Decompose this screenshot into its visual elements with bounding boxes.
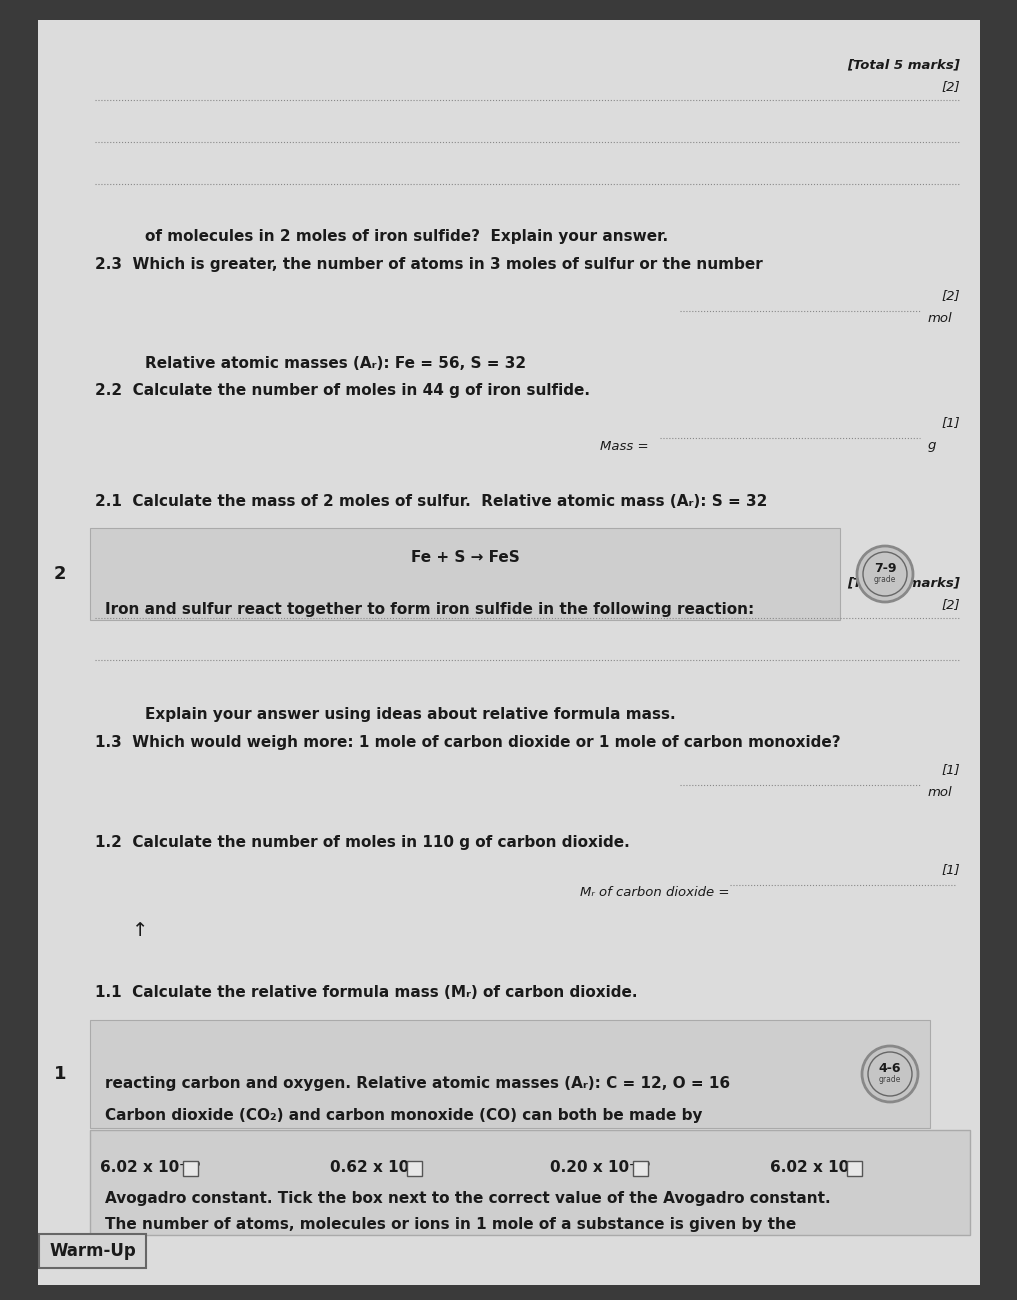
- FancyBboxPatch shape: [89, 528, 840, 620]
- Text: mol: mol: [928, 312, 953, 325]
- Text: mol: mol: [928, 786, 953, 800]
- Text: [1]: [1]: [942, 416, 960, 429]
- Circle shape: [862, 1046, 918, 1102]
- Text: The number of atoms, molecules or ions in 1 mole of a substance is given by the: The number of atoms, molecules or ions i…: [105, 1217, 796, 1232]
- Text: 6.02 x 10⁻⁹⁹: 6.02 x 10⁻⁹⁹: [100, 1161, 200, 1175]
- Circle shape: [857, 546, 913, 602]
- Text: grade: grade: [879, 1075, 901, 1084]
- Text: [2]: [2]: [942, 81, 960, 94]
- Text: 4-6: 4-6: [879, 1062, 901, 1075]
- Text: Relative atomic masses (Aᵣ): Fe = 56, S = 32: Relative atomic masses (Aᵣ): Fe = 56, S …: [145, 355, 526, 370]
- FancyBboxPatch shape: [89, 1130, 970, 1235]
- FancyBboxPatch shape: [183, 1161, 198, 1176]
- Text: Avogadro constant. Tick the box next to the correct value of the Avogadro consta: Avogadro constant. Tick the box next to …: [105, 1191, 831, 1206]
- FancyBboxPatch shape: [89, 1020, 930, 1128]
- Text: 0.20 x 10⁻⁹⁹: 0.20 x 10⁻⁹⁹: [550, 1161, 651, 1175]
- Text: [2]: [2]: [942, 289, 960, 302]
- Text: [Total 4 marks]: [Total 4 marks]: [847, 576, 960, 589]
- FancyBboxPatch shape: [38, 20, 980, 1284]
- Text: grade: grade: [874, 576, 896, 585]
- Text: 2: 2: [54, 566, 66, 582]
- FancyBboxPatch shape: [407, 1161, 421, 1176]
- FancyBboxPatch shape: [39, 1234, 146, 1268]
- Text: Iron and sulfur react together to form iron sulfide in the following reaction:: Iron and sulfur react together to form i…: [105, 602, 755, 617]
- Text: Fe + S → FeS: Fe + S → FeS: [411, 550, 520, 566]
- Text: [1]: [1]: [942, 863, 960, 876]
- Text: 2.2  Calculate the number of moles in 44 g of iron sulfide.: 2.2 Calculate the number of moles in 44 …: [95, 384, 590, 399]
- Text: reacting carbon and oxygen. Relative atomic masses (Aᵣ): C = 12, O = 16: reacting carbon and oxygen. Relative ato…: [105, 1076, 730, 1091]
- Text: 0.62 x 10²⁹: 0.62 x 10²⁹: [330, 1161, 422, 1175]
- Text: [1]: [1]: [942, 763, 960, 776]
- Text: Explain your answer using ideas about relative formula mass.: Explain your answer using ideas about re…: [145, 707, 675, 723]
- Text: [2]: [2]: [942, 598, 960, 611]
- Text: 1.2  Calculate the number of moles in 110 g of carbon dioxide.: 1.2 Calculate the number of moles in 110…: [95, 836, 630, 850]
- Text: 2.3  Which is greater, the number of atoms in 3 moles of sulfur or the number: 2.3 Which is greater, the number of atom…: [95, 256, 763, 272]
- Text: [Total 5 marks]: [Total 5 marks]: [847, 58, 960, 72]
- Text: 2.1  Calculate the mass of 2 moles of sulfur.  Relative atomic mass (Aᵣ): S = 32: 2.1 Calculate the mass of 2 moles of sul…: [95, 494, 768, 508]
- Text: ↑: ↑: [132, 920, 148, 940]
- FancyBboxPatch shape: [633, 1161, 648, 1176]
- Text: 6.02 x 10²⁹: 6.02 x 10²⁹: [770, 1161, 862, 1175]
- Text: of molecules in 2 moles of iron sulfide?  Explain your answer.: of molecules in 2 moles of iron sulfide?…: [145, 229, 668, 243]
- Text: Mᵣ of carbon dioxide =: Mᵣ of carbon dioxide =: [580, 887, 729, 900]
- FancyBboxPatch shape: [846, 1161, 861, 1176]
- Text: 1.1  Calculate the relative formula mass (Mᵣ) of carbon dioxide.: 1.1 Calculate the relative formula mass …: [95, 985, 638, 1000]
- Text: Warm-Up: Warm-Up: [49, 1242, 136, 1260]
- Text: 1.3  Which would weigh more: 1 mole of carbon dioxide or 1 mole of carbon monoxi: 1.3 Which would weigh more: 1 mole of ca…: [95, 736, 841, 750]
- Text: Mass =: Mass =: [600, 439, 649, 452]
- Text: 1: 1: [54, 1065, 66, 1083]
- Text: 7-9: 7-9: [874, 562, 896, 575]
- Text: g: g: [928, 439, 937, 452]
- Text: Carbon dioxide (CO₂) and carbon monoxide (CO) can both be made by: Carbon dioxide (CO₂) and carbon monoxide…: [105, 1108, 703, 1123]
